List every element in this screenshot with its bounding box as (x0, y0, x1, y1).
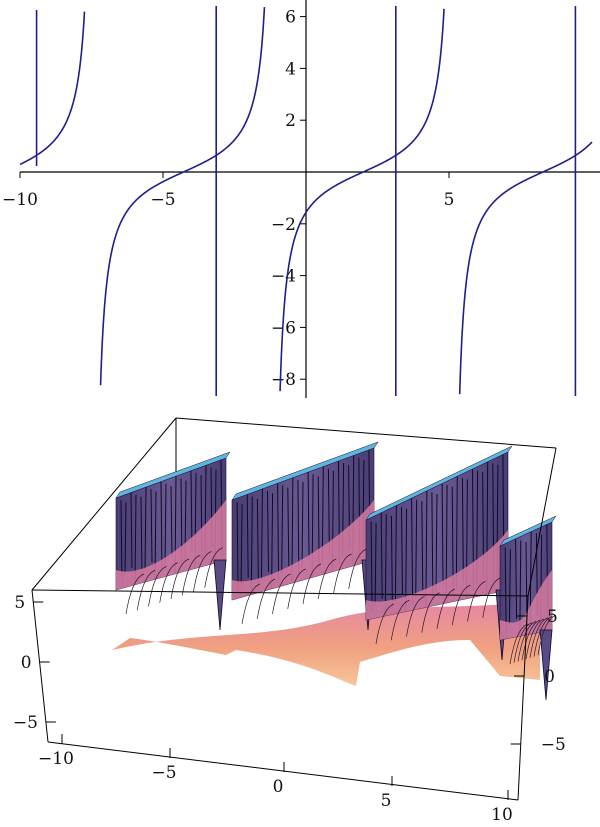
z-axis-ticks-left: 5 0 −5 (13, 593, 56, 733)
surface-wall (115, 451, 231, 631)
y-tick-label: −2 (271, 215, 296, 235)
curve-branch (395, 8, 576, 395)
z-tick-label-left: 5 (14, 593, 25, 613)
y-tick-label: 2 (285, 111, 296, 131)
z-tick-label-right: 0 (544, 667, 555, 687)
surface-wall (365, 445, 513, 661)
z-tick-label-left: 0 (21, 653, 32, 673)
z-axis-ticks-right: 5 0 −5 (510, 607, 566, 755)
x-tick-label-3d: 0 (273, 777, 284, 797)
y-tick-label: 4 (285, 59, 296, 79)
z-tick-label-left: −5 (13, 713, 38, 733)
tangent-curve-series (19, 7, 593, 395)
y-tick-label: −4 (271, 267, 296, 287)
curve-branch (575, 141, 593, 156)
surface-wall (231, 441, 379, 631)
x-tick-label-3d: 10 (491, 805, 513, 825)
z-tick-label-right: −5 (541, 735, 566, 755)
bounding-box-front (31, 447, 557, 801)
y-tick-label: 6 (285, 8, 296, 28)
surface-wall (499, 515, 557, 701)
x-axis-ticks: −10 −5 5 (2, 172, 454, 210)
x-axis-ticks-3d: −10 −5 0 5 10 (38, 734, 513, 825)
tangent-surface (112, 441, 557, 701)
z-tick-label-right: 5 (547, 607, 558, 627)
x-tick-label-3d: −10 (38, 749, 74, 769)
x-tick-label: 5 (444, 190, 455, 210)
curve-branch (36, 11, 217, 386)
x-tick-label: −10 (2, 190, 38, 210)
y-tick-label: −8 (271, 370, 296, 390)
asymptote-lines (35, 6, 577, 396)
x-tick-label: −5 (150, 190, 175, 210)
x-tick-label-3d: −5 (151, 763, 176, 783)
curve-branch (19, 154, 37, 166)
curve-branch (216, 7, 396, 392)
surface-floor (112, 600, 540, 686)
x-tick-label-3d: 5 (381, 791, 392, 811)
